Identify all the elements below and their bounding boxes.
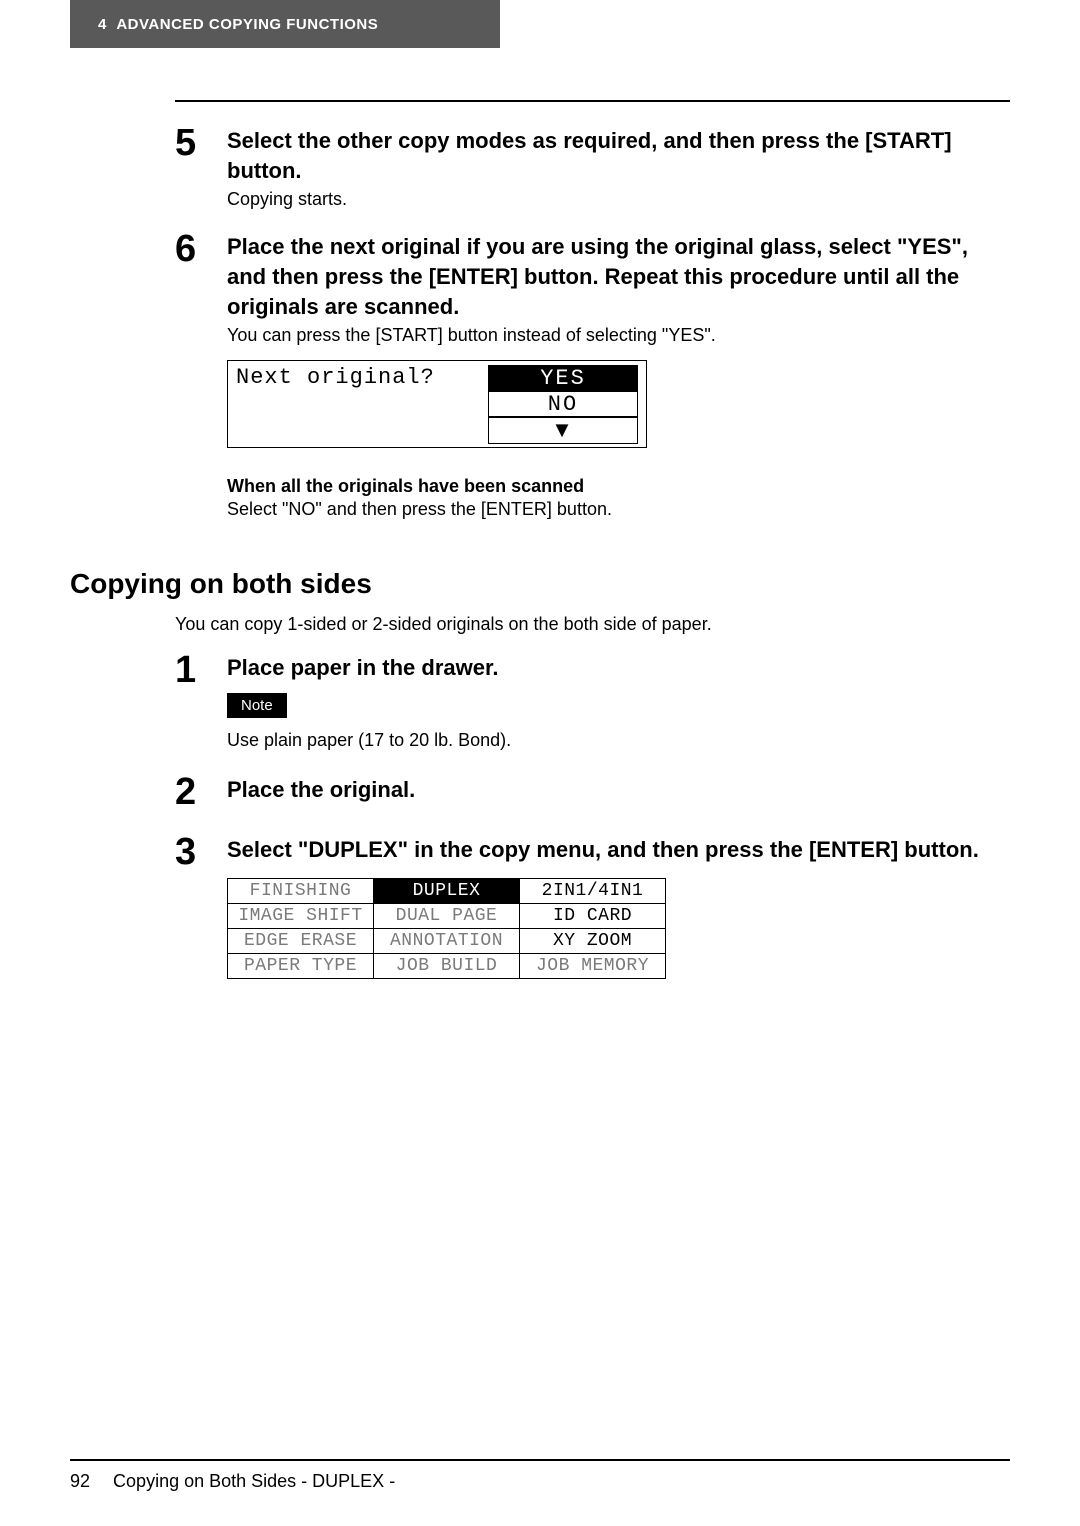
step-title: Place the original. (227, 775, 1010, 805)
step-number: 6 (175, 228, 227, 520)
menu-cell: PAPER TYPE (228, 954, 374, 979)
menu-row: IMAGE SHIFTDUAL PAGEID CARD (228, 904, 666, 929)
menu-cell: 2IN1/4IN1 (520, 879, 666, 904)
step-title: Place paper in the drawer. (227, 653, 1010, 683)
chapter-header: 4 ADVANCED COPYING FUNCTIONS (70, 0, 500, 48)
step-text: You can press the [START] button instead… (227, 325, 1010, 346)
section-heading: Copying on both sides (70, 568, 1010, 600)
step-title: Select the other copy modes as required,… (227, 126, 1010, 185)
chapter-title: ADVANCED COPYING FUNCTIONS (116, 16, 378, 33)
footer-text: 92 Copying on Both Sides - DUPLEX - (70, 1471, 1010, 1492)
step-body: Select "DUPLEX" in the copy menu, and th… (227, 831, 1010, 980)
menu-cell: IMAGE SHIFT (228, 904, 374, 929)
menu-cell: DUPLEX (374, 879, 520, 904)
step-number: 5 (175, 122, 227, 210)
lcd-option-yes: YES (488, 365, 638, 392)
lcd-down-arrow-icon: ▼ (488, 416, 638, 444)
chapter-number: 4 (98, 16, 106, 33)
step-number: 2 (175, 771, 227, 811)
page-footer: 92 Copying on Both Sides - DUPLEX - (70, 1459, 1010, 1492)
step-number: 1 (175, 649, 227, 751)
lcd-option-no: NO (488, 391, 638, 418)
subnote-text: Select "NO" and then press the [ENTER] b… (227, 499, 1010, 520)
lcd-display-next-original: Next original? YES NO ▼ (227, 360, 647, 448)
step-1: 1 Place paper in the drawer. Note Use pl… (175, 649, 1010, 751)
step-6: 6 Place the next original if you are usi… (175, 228, 1010, 520)
page-content: 5 Select the other copy modes as require… (70, 100, 1010, 997)
subnote-bold: When all the originals have been scanned (227, 476, 1010, 497)
menu-cell: XY ZOOM (520, 929, 666, 954)
copy-menu-grid: FINISHINGDUPLEX2IN1/4IN1IMAGE SHIFTDUAL … (227, 878, 666, 979)
step-body: Place the original. (227, 771, 1010, 811)
menu-row: PAPER TYPEJOB BUILDJOB MEMORY (228, 954, 666, 979)
menu-cell: EDGE ERASE (228, 929, 374, 954)
page-number: 92 (70, 1471, 90, 1492)
step-body: Select the other copy modes as required,… (227, 122, 1010, 210)
step-3: 3 Select "DUPLEX" in the copy menu, and … (175, 831, 1010, 980)
lcd-prompt: Next original? (236, 365, 488, 443)
menu-cell: JOB BUILD (374, 954, 520, 979)
menu-cell: JOB MEMORY (520, 954, 666, 979)
menu-row: EDGE ERASEANNOTATIONXY ZOOM (228, 929, 666, 954)
step-5: 5 Select the other copy modes as require… (175, 122, 1010, 210)
note-badge: Note (227, 693, 287, 718)
menu-cell: DUAL PAGE (374, 904, 520, 929)
note-text: Use plain paper (17 to 20 lb. Bond). (227, 730, 1010, 751)
menu-cell: ID CARD (520, 904, 666, 929)
step6-subnote: When all the originals have been scanned… (227, 476, 1010, 520)
step-body: Place the next original if you are using… (227, 228, 1010, 520)
step-2: 2 Place the original. (175, 771, 1010, 811)
footer-rule (70, 1459, 1010, 1461)
section-intro: You can copy 1-sided or 2-sided original… (175, 614, 1010, 635)
lcd-inner: Next original? YES NO ▼ (228, 361, 646, 447)
step-number: 3 (175, 831, 227, 980)
footer-title: Copying on Both Sides - DUPLEX - (113, 1471, 395, 1491)
step-title: Select "DUPLEX" in the copy menu, and th… (227, 835, 1010, 865)
lcd-options: YES NO ▼ (488, 365, 638, 443)
step-body: Place paper in the drawer. Note Use plai… (227, 649, 1010, 751)
top-rule (175, 100, 1010, 102)
menu-cell: FINISHING (228, 879, 374, 904)
menu-cell: ANNOTATION (374, 929, 520, 954)
menu-row: FINISHINGDUPLEX2IN1/4IN1 (228, 879, 666, 904)
step-text: Copying starts. (227, 189, 1010, 210)
step-title: Place the next original if you are using… (227, 232, 1010, 321)
